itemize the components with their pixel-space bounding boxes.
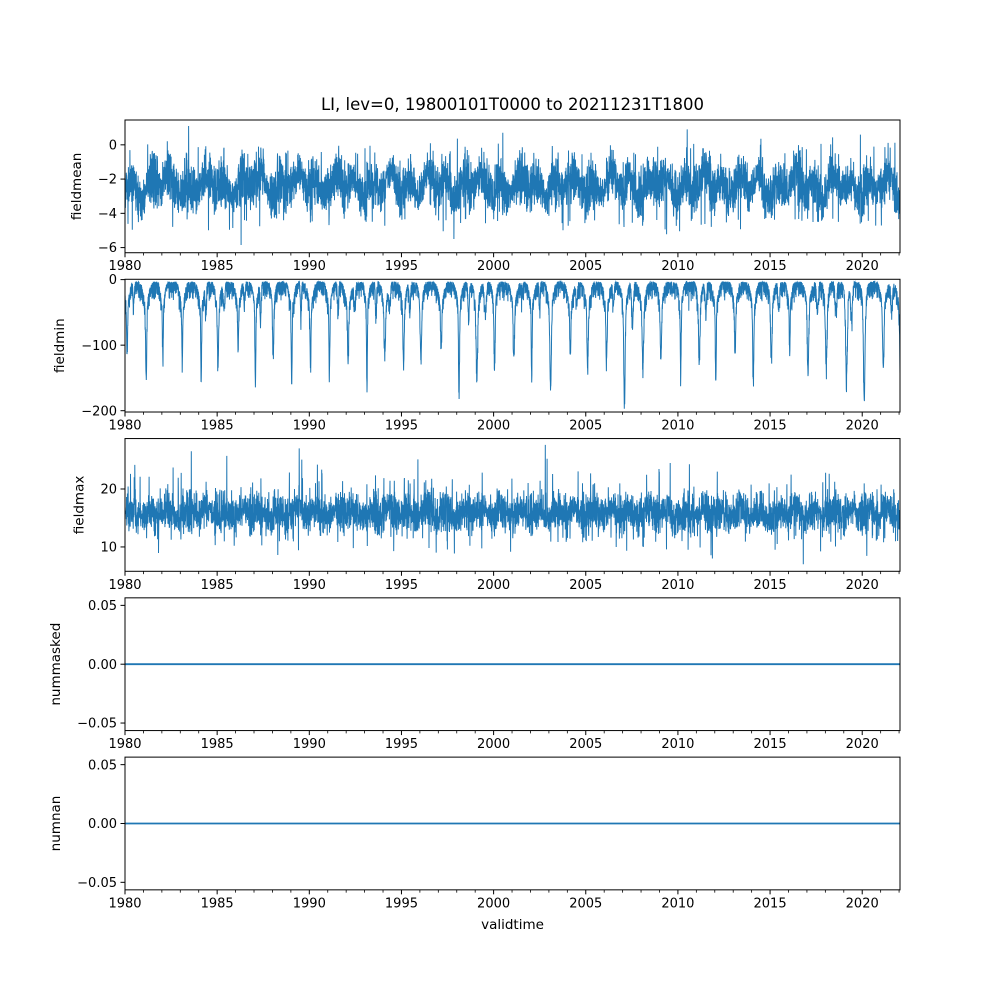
x-tick-label: 1980 [108, 419, 141, 434]
x-tick-label: 1980 [108, 578, 141, 593]
axes-spines [124, 119, 901, 254]
x-tick-label: 1980 [108, 259, 141, 274]
x-tick-label: 2020 [846, 737, 879, 752]
subplot-fieldmean: 1980 1985 1990 1995 2000 2005 2010 2015 2020 0 −2 −… [69, 119, 901, 274]
x-tick-label: 1990 [293, 578, 326, 593]
y-axis-label-numnan: numnan [48, 796, 64, 852]
series-fieldmin [125, 280, 900, 409]
axes-spines [124, 597, 901, 732]
axes-spines [124, 278, 901, 413]
x-tick-label: 2020 [846, 259, 879, 274]
x-tick-label: 1980 [108, 737, 141, 752]
y-tick-label: −100 [81, 339, 117, 354]
x-tick-label: 2015 [754, 737, 787, 752]
x-tick-label: 1995 [385, 896, 418, 911]
x-tick-label: 1985 [201, 896, 234, 911]
x-tick-label: 1995 [385, 419, 418, 434]
x-tick-label: 2010 [661, 419, 694, 434]
axes-spines [124, 756, 901, 891]
x-tick-label: 1990 [293, 419, 326, 434]
y-tick-label: 20 [100, 483, 117, 498]
y-tick-label: 0.05 [88, 758, 117, 773]
y-tick-label: 0 [109, 138, 117, 153]
x-tick-label: 2010 [661, 737, 694, 752]
x-tick-label: 1980 [108, 896, 141, 911]
x-tick-label: 2005 [569, 737, 602, 752]
series-fieldmax [125, 444, 900, 565]
y-axis-label-fieldmean: fieldmean [69, 153, 85, 220]
x-tick-label: 1990 [293, 737, 326, 752]
x-tick-label: 2005 [569, 896, 602, 911]
x-tick-label: 1985 [201, 419, 234, 434]
x-tick-label: 2000 [477, 419, 510, 434]
y-tick-label: 10 [100, 541, 117, 556]
y-tick-label: −2 [98, 173, 117, 188]
y-tick-label: −4 [98, 207, 117, 222]
y-tick-label: −6 [98, 241, 117, 256]
x-tick-label: 1990 [293, 259, 326, 274]
x-tick-label: 1995 [385, 259, 418, 274]
y-axis-label-nummasked: nummasked [48, 623, 64, 706]
x-tick-label: 2015 [754, 896, 787, 911]
x-tick-label: 2020 [846, 578, 879, 593]
y-tick-label: 0 [109, 273, 117, 288]
y-tick-label: −0.05 [77, 717, 117, 732]
x-tick-label: 1995 [385, 578, 418, 593]
x-tick-label: 2015 [754, 578, 787, 593]
chart-title: LI, lev=0, 19800101T0000 to 20211231T180… [320, 95, 705, 114]
x-tick-label: 1990 [293, 896, 326, 911]
y-tick-label: 0.00 [88, 817, 117, 832]
x-tick-label: 1985 [201, 578, 234, 593]
subplot-nummasked: 1980 1985 1990 1995 2000 2005 2010 2015 2020 0.05… [48, 597, 901, 752]
subplot-fieldmax: 1980 1985 1990 1995 2000 2005 2010 2015 20202010… [71, 438, 901, 593]
x-tick-label: 1985 [201, 737, 234, 752]
x-tick-label: 2015 [754, 259, 787, 274]
x-tick-label: 2010 [661, 259, 694, 274]
axes-spines [124, 438, 901, 572]
x-tick-label: 2015 [754, 419, 787, 434]
x-tick-label: 2005 [569, 419, 602, 434]
x-tick-label: 2020 [846, 419, 879, 434]
x-tick-label: 2000 [477, 896, 510, 911]
y-tick-label: −200 [81, 404, 117, 419]
subplot-numnan: 1980 1985 1990 1995 2000 2005 2010 2015 2020 0.05… [48, 756, 901, 911]
x-tick-label: 2000 [477, 737, 510, 752]
series-fieldmean [125, 125, 900, 246]
x-tick-label: 2005 [569, 259, 602, 274]
x-tick-label: 2020 [846, 896, 879, 911]
x-tick-label: 2010 [661, 896, 694, 911]
x-tick-label: 2000 [477, 578, 510, 593]
y-tick-label: 0.00 [88, 658, 117, 673]
x-tick-label: 2010 [661, 578, 694, 593]
y-tick-label: 0.05 [88, 599, 117, 614]
x-tick-label: 1995 [385, 737, 418, 752]
y-tick-label: −0.05 [77, 876, 117, 891]
y-axis-label-fieldmin: fieldmin [52, 318, 68, 373]
x-axis-label: validtime [481, 917, 544, 933]
x-tick-label: 1985 [201, 259, 234, 274]
subplot-fieldmin: 1980 1985 1990 1995 2000 2005 2010 2015 2020 0 −10… [52, 273, 901, 434]
x-tick-label: 2005 [569, 578, 602, 593]
x-tick-label: 2000 [477, 259, 510, 274]
y-axis-label-fieldmax: fieldmax [71, 476, 87, 535]
